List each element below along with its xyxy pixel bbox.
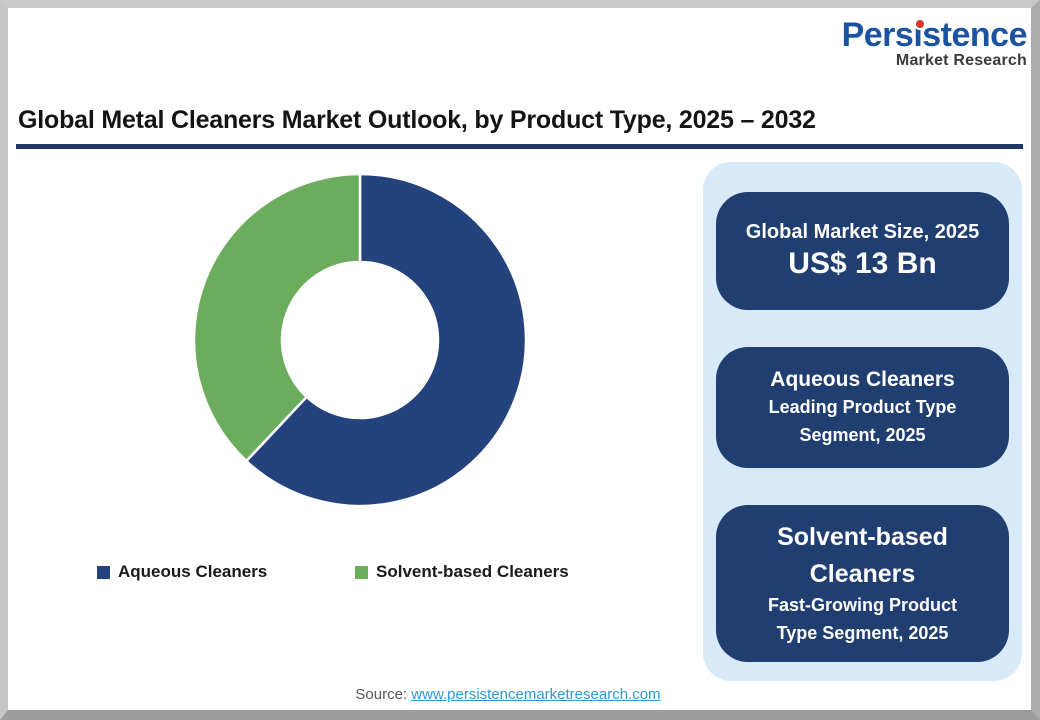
highlights-panel: Global Market Size, 2025 US$ 13 Bn Aqueo… xyxy=(703,162,1022,681)
market-size-label: Global Market Size, 2025 xyxy=(745,221,980,244)
leading-segment-card: Aqueous Cleaners Leading Product Type Se… xyxy=(716,347,1009,468)
logo-text: Persistence xyxy=(841,16,1028,54)
source-label: Source: xyxy=(355,686,408,703)
leading-segment-subtitle: Leading Product Type Segment, 2025 xyxy=(768,397,957,446)
page-title: Global Metal Cleaners Market Outlook, by… xyxy=(18,106,816,134)
legend-item-solvent-based-cleaners: Solvent-based Cleaners xyxy=(355,562,569,582)
legend-item-aqueous-cleaners: Aqueous Cleaners xyxy=(97,562,267,582)
donut-slice-solvent-based-cleaners xyxy=(192,172,362,463)
logo-tagline: Market Research xyxy=(895,52,1027,69)
market-size-card: Global Market Size, 2025 US$ 13 Bn xyxy=(716,192,1009,310)
source-line: Source: www.persistencemarketresearch.co… xyxy=(8,686,1008,703)
legend-label: Aqueous Cleaners xyxy=(118,562,268,581)
legend-swatch xyxy=(355,565,368,579)
logo-wordmark: Persistence xyxy=(841,16,1028,54)
legend-swatch xyxy=(97,565,110,579)
fast-growing-segment-card: Solvent-based Cleaners Fast-Growing Prod… xyxy=(716,505,1009,662)
title-underline xyxy=(16,144,1023,149)
donut-chart xyxy=(190,170,530,510)
donut-chart-svg xyxy=(192,172,528,508)
source-link[interactable]: www.persistencemarketresearch.com xyxy=(411,686,661,703)
donut-slice-aqueous-cleaners xyxy=(245,172,528,508)
fast-growing-segment-title: Solvent-based Cleaners xyxy=(777,523,948,588)
leading-segment-title: Aqueous Cleaners xyxy=(770,367,955,391)
persistence-market-research-logo: Persistence Market Research xyxy=(797,16,1028,69)
fast-growing-segment-subtitle: Fast-Growing Product Type Segment, 2025 xyxy=(768,594,957,643)
legend-label: Solvent-based Cleaners xyxy=(376,562,569,581)
market-size-value: US$ 13 Bn xyxy=(788,247,937,281)
logo-red-dot-icon xyxy=(915,19,924,28)
